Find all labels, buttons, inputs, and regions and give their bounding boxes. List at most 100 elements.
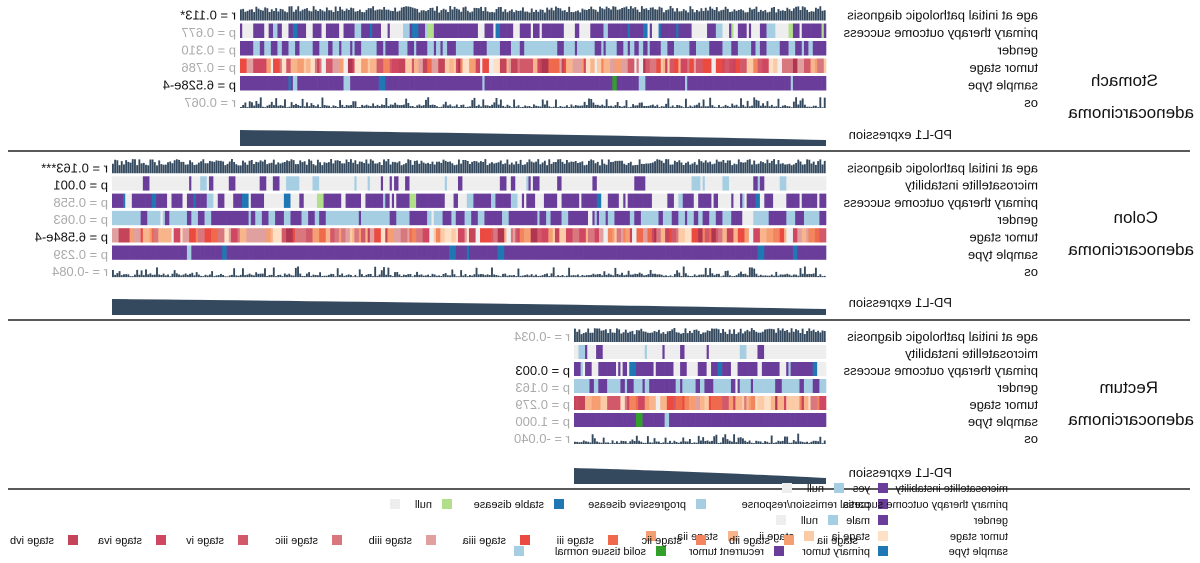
bar-track-1-6: [112, 266, 826, 278]
legend-swatch: [68, 535, 78, 545]
panel-name-line1: Colon: [1114, 208, 1158, 227]
expression-label: PD-L1 expression: [849, 465, 952, 480]
legend-swatch: [878, 515, 888, 525]
row-label: os: [1024, 95, 1038, 110]
stat-label: r = 0.067: [184, 95, 236, 110]
legend-swatch: [514, 546, 524, 556]
category-track-1-3: [112, 210, 827, 226]
stat-label: p = 1.000: [515, 414, 570, 429]
expression-bars: [112, 299, 826, 315]
expression-bars: [240, 130, 826, 146]
category-track-2-4: [574, 396, 827, 410]
panel-name-line2: adenocarcinoma: [1068, 410, 1194, 429]
row-label: os: [1024, 264, 1038, 279]
stat-label: p = 0.003: [515, 363, 570, 378]
category-track-0-2: [240, 41, 827, 56]
legend-swatch: [656, 546, 666, 556]
legend-swatch: [390, 499, 400, 509]
panel-name-line1: Rectum: [1099, 378, 1158, 397]
legend-swatch: [878, 531, 888, 541]
stat-label: p = 0.239: [53, 247, 108, 262]
legend-entry: null: [415, 499, 432, 511]
legend-swatch: [608, 535, 618, 545]
row-label: microsatellite instability: [905, 346, 1038, 361]
legend-entry: stage iva: [97, 535, 142, 547]
stat-label: p = 6.584e-4: [35, 230, 108, 245]
panel-name-line2: adenocarcinoma: [1068, 103, 1194, 122]
legend-entry: stable disease: [474, 499, 544, 511]
legend-entry: stage iib: [729, 535, 770, 547]
legend-swatch: [804, 531, 814, 541]
bar-track-0-5: [240, 97, 826, 108]
category-track-2-5: [574, 413, 827, 427]
row-label: age at initial pathologic diagnosis: [847, 329, 1038, 344]
row-label: age at initial pathologic diagnosis: [847, 8, 1038, 23]
stat-label: p = 0.310: [181, 43, 236, 58]
legend-swatch: [442, 499, 452, 509]
category-track-1-1: [112, 176, 827, 191]
category-track-1-4: [112, 228, 827, 243]
legend-entry: null: [801, 515, 818, 527]
legend-title: primary therapy outcome success: [843, 499, 1008, 511]
legend-entry: stage ia: [831, 531, 870, 543]
category-track-0-3: [240, 58, 827, 73]
legend-swatch: [834, 483, 844, 493]
row-label: tumor stage: [969, 60, 1038, 75]
panel-name-line1: Stomach: [1091, 71, 1158, 90]
stat-label: r = 0.163***: [41, 160, 108, 175]
expression-bars: [574, 468, 826, 484]
row-label: sample type: [968, 247, 1038, 262]
legend-entry: stage iic: [641, 535, 682, 547]
category-track-0-1: [240, 23, 827, 38]
row-label: primary therapy outcome success: [843, 25, 1038, 40]
category-track-2-2: [574, 362, 827, 376]
row-label: sample type: [968, 78, 1038, 93]
legend-entry: stage iiia: [462, 535, 506, 547]
row-label: age at initial pathologic diagnosis: [847, 160, 1038, 175]
legend-swatch: [554, 499, 564, 509]
legend-entry: solid tissue normal: [555, 546, 646, 558]
legend-entry: stage iia: [816, 535, 858, 547]
legend-swatch: [696, 499, 706, 509]
legend-swatch: [782, 483, 792, 493]
category-track-2-1: [574, 345, 827, 359]
expression-label: PD-L1 expression: [849, 295, 952, 310]
expression-label: PD-L1 expression: [849, 127, 952, 142]
legend-entry: progressive disease: [588, 499, 686, 511]
bar-track-0-0: [240, 6, 826, 21]
row-label: gender: [997, 212, 1038, 227]
row-label: tumor stage: [969, 230, 1038, 245]
row-label: gender: [997, 43, 1038, 58]
legend-entry: male: [846, 515, 870, 527]
stat-label: r = -0.040: [514, 431, 570, 446]
stat-label: p = 0.786: [181, 60, 236, 75]
stat-label: p = 0.279: [515, 397, 570, 412]
legend-entry: stage iii: [557, 535, 594, 547]
category-track-1-5: [112, 245, 827, 260]
row-label: gender: [997, 380, 1038, 395]
legend-swatch: [646, 531, 656, 541]
legend-title: sample type: [949, 546, 1008, 558]
legend-entry: stage ivb: [10, 535, 54, 547]
stat-label: p = 0.163: [515, 380, 570, 395]
stat-label: p = 0.001: [53, 178, 108, 193]
stat-label: p = 0.677: [181, 25, 236, 40]
legend-swatch: [156, 535, 166, 545]
legend-entry: stage iv: [186, 535, 224, 547]
legend-swatch: [426, 535, 436, 545]
legend-swatch: [238, 535, 248, 545]
bar-track-2-6: [574, 433, 826, 444]
legend-swatch: [878, 546, 888, 556]
panel-name-line2: adenocarcinoma: [1068, 240, 1194, 259]
stat-label: p = 0.063: [53, 212, 108, 227]
bar-track-2-0: [574, 328, 826, 342]
stat-label: r = -0.034: [514, 329, 570, 344]
row-label: tumor stage: [969, 397, 1038, 412]
legend-swatch: [696, 535, 706, 545]
legend-entry: null: [807, 483, 824, 495]
legend-title: microsatellite instability: [895, 483, 1008, 495]
row-label: os: [1024, 431, 1038, 446]
category-track-1-2: [112, 193, 827, 208]
row-label: primary therapy outcome success: [843, 363, 1038, 378]
